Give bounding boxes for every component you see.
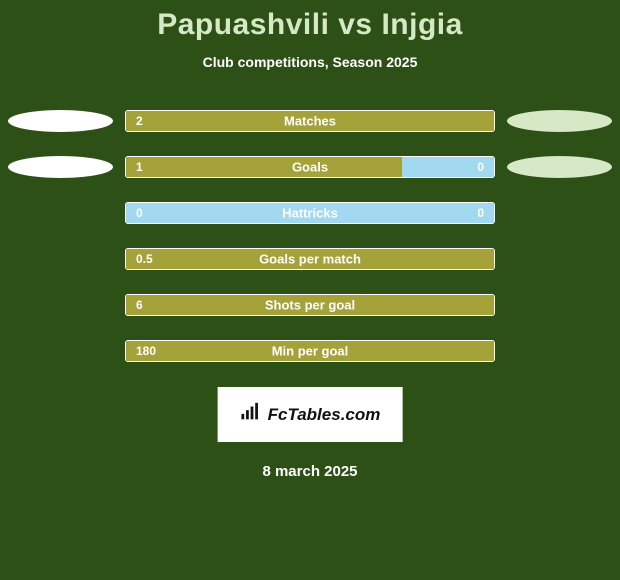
stat-value-left: 180 (136, 344, 156, 358)
stat-value-right: 0 (477, 206, 484, 220)
stat-row: Goals per match 0.5 (8, 248, 612, 270)
stat-bar: Min per goal 180 (125, 340, 495, 362)
comparison-date: 8 march 2025 (0, 463, 620, 480)
stat-label: Shots per goal (265, 298, 355, 313)
spacer (507, 340, 612, 362)
stat-row: Goals 1 0 (8, 156, 612, 178)
stat-bar: Goals 1 0 (125, 156, 495, 178)
stat-value-right: 0 (477, 160, 484, 174)
stat-bar: Hattricks 0 0 (125, 202, 495, 224)
stat-row: Hattricks 0 0 (8, 202, 612, 224)
stat-label: Matches (284, 114, 336, 129)
stat-rows: Matches 2 Goals 1 0 Hattricks 0 0 Goals per matc… (0, 110, 620, 362)
stats-comparison-container: Papuashvili vs Injgia Club competitions,… (0, 0, 620, 580)
stat-bar-left-fill (126, 157, 402, 177)
stat-row: Shots per goal 6 (8, 294, 612, 316)
stat-row: Min per goal 180 (8, 340, 612, 362)
player-right-ellipse (507, 156, 612, 178)
stat-value-left: 1 (136, 160, 143, 174)
spacer (8, 202, 113, 224)
stat-label: Hattricks (282, 206, 338, 221)
player-left-ellipse (8, 156, 113, 178)
stat-bar: Shots per goal 6 (125, 294, 495, 316)
stat-value-left: 2 (136, 114, 143, 128)
bar-chart-icon (240, 401, 262, 428)
player-left-ellipse (8, 110, 113, 132)
stat-label: Goals per match (259, 252, 361, 267)
stat-value-left: 0.5 (136, 252, 153, 266)
stat-label: Goals (292, 160, 328, 175)
logo-text: FcTables.com (268, 405, 381, 425)
spacer (507, 248, 612, 270)
spacer (8, 248, 113, 270)
stat-value-left: 6 (136, 298, 143, 312)
spacer (507, 294, 612, 316)
page-subtitle: Club competitions, Season 2025 (0, 54, 620, 70)
stat-bar: Goals per match 0.5 (125, 248, 495, 270)
stat-label: Min per goal (272, 344, 349, 359)
spacer (507, 202, 612, 224)
stat-bar: Matches 2 (125, 110, 495, 132)
spacer (8, 340, 113, 362)
player-right-ellipse (507, 110, 612, 132)
fctables-logo-badge[interactable]: FcTables.com (218, 387, 403, 442)
spacer (8, 294, 113, 316)
stat-row: Matches 2 (8, 110, 612, 132)
page-title: Papuashvili vs Injgia (0, 8, 620, 42)
stat-value-left: 0 (136, 206, 143, 220)
